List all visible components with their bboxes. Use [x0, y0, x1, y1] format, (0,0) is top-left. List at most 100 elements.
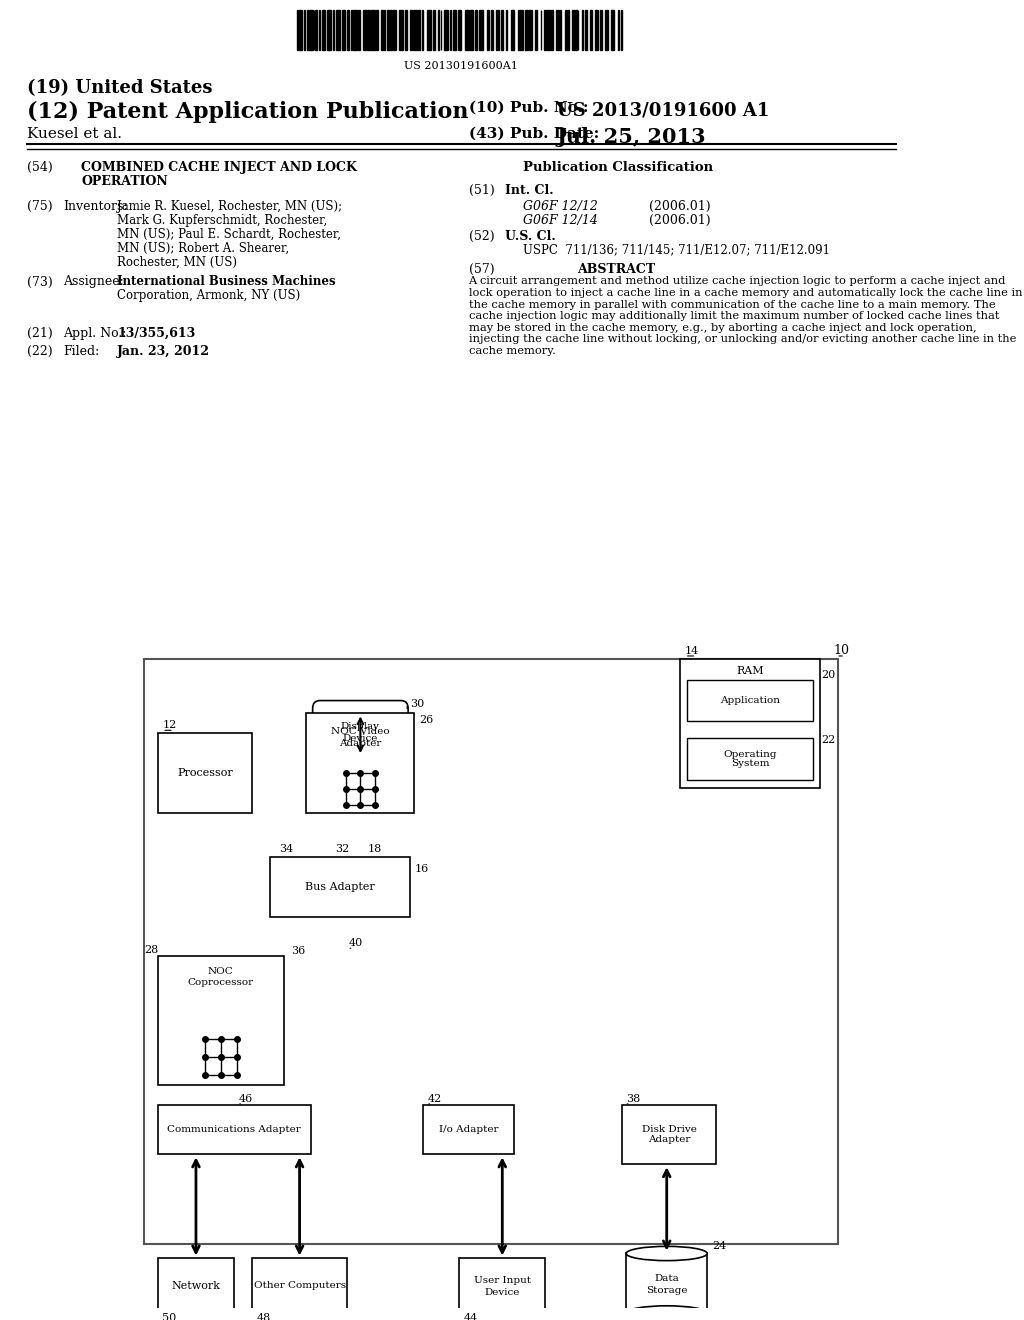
Bar [418, 11, 420, 50]
Bar [595, 11, 598, 50]
Text: 30: 30 [410, 698, 424, 709]
Bar [322, 11, 326, 50]
Bar [566, 11, 569, 50]
Text: (57): (57) [469, 263, 495, 276]
FancyBboxPatch shape [424, 1105, 514, 1155]
Text: RAM: RAM [736, 665, 764, 676]
Bar [547, 11, 550, 50]
Bar [427, 11, 431, 50]
Text: Assignee:: Assignee: [63, 276, 124, 289]
Bar [518, 11, 521, 50]
Text: Publication Classification: Publication Classification [522, 161, 713, 173]
Bar [544, 11, 546, 50]
Text: Corporation, Armonk, NY (US): Corporation, Armonk, NY (US) [117, 289, 300, 302]
Bar [367, 11, 371, 50]
Text: (2006.01): (2006.01) [648, 201, 711, 213]
Text: 12: 12 [162, 721, 176, 730]
Bar [559, 11, 561, 50]
Text: US 2013/0191600 A1: US 2013/0191600 A1 [557, 102, 769, 119]
Bar [399, 11, 402, 50]
Text: Processor: Processor [177, 768, 232, 777]
Text: Coprocessor: Coprocessor [187, 978, 254, 987]
Ellipse shape [627, 1305, 708, 1320]
Text: 32: 32 [336, 845, 350, 854]
Bar [525, 11, 528, 50]
Text: Jan. 23, 2012: Jan. 23, 2012 [117, 345, 210, 358]
Text: Adapter: Adapter [339, 739, 382, 747]
FancyBboxPatch shape [158, 956, 284, 1085]
Text: 34: 34 [280, 845, 294, 854]
Bar [465, 11, 469, 50]
Text: 20: 20 [821, 669, 836, 680]
FancyBboxPatch shape [270, 857, 410, 916]
Text: Communications Adapter: Communications Adapter [167, 1125, 301, 1134]
Bar [590, 11, 592, 50]
FancyBboxPatch shape [158, 1105, 311, 1155]
Text: (21): (21) [27, 327, 53, 341]
Bar [511, 11, 514, 50]
Bar [627, 1254, 708, 1313]
Bar [604, 11, 608, 50]
Bar [376, 11, 379, 50]
Bar [327, 11, 331, 50]
Text: (51): (51) [469, 185, 495, 197]
FancyBboxPatch shape [306, 713, 415, 813]
Bar [470, 11, 473, 50]
Text: User Input: User Input [474, 1276, 530, 1286]
Text: US 20130191600A1: US 20130191600A1 [404, 62, 518, 71]
Bar [372, 11, 375, 50]
Text: 14: 14 [685, 645, 699, 656]
Bar [572, 11, 573, 50]
FancyBboxPatch shape [687, 680, 813, 721]
Bar [357, 11, 360, 50]
Bar [444, 11, 447, 50]
Bar [585, 11, 587, 50]
Text: (19) United States: (19) United States [27, 79, 213, 98]
FancyBboxPatch shape [158, 1258, 234, 1313]
Bar [315, 11, 317, 50]
Text: Appl. No.:: Appl. No.: [63, 327, 126, 341]
Bar [393, 11, 396, 50]
Text: 46: 46 [239, 1094, 253, 1104]
Bar [454, 11, 456, 50]
FancyBboxPatch shape [680, 659, 820, 788]
Bar [299, 11, 302, 50]
Text: 10: 10 [834, 644, 849, 657]
Ellipse shape [627, 1246, 708, 1261]
Bar [336, 11, 340, 50]
Text: (73): (73) [27, 276, 53, 289]
Bar [551, 11, 553, 50]
Text: 16: 16 [415, 865, 429, 874]
Text: Jul. 25, 2013: Jul. 25, 2013 [557, 127, 707, 147]
Bar [574, 11, 577, 50]
Bar [309, 11, 312, 50]
Bar [390, 11, 392, 50]
Bar [611, 11, 614, 50]
Text: Bus Adapter: Bus Adapter [305, 882, 375, 892]
Bar [458, 11, 461, 50]
Text: 28: 28 [144, 945, 159, 956]
Bar [492, 11, 493, 50]
Text: (75): (75) [27, 201, 52, 213]
Text: OPERATION: OPERATION [81, 176, 168, 189]
Text: 48: 48 [257, 1313, 271, 1320]
Bar [381, 11, 383, 50]
Bar [528, 11, 531, 50]
Text: COMBINED CACHE INJECT AND LOCK: COMBINED CACHE INJECT AND LOCK [81, 161, 357, 173]
Text: Network: Network [171, 1280, 220, 1291]
Text: USPC  711/136; 711/145; 711/E12.07; 711/E12.091: USPC 711/136; 711/145; 711/E12.07; 711/E… [522, 244, 829, 257]
Bar [386, 11, 389, 50]
Text: Display: Display [341, 722, 380, 731]
Text: G06F 12/12: G06F 12/12 [522, 201, 597, 213]
Text: 22: 22 [821, 735, 836, 746]
FancyBboxPatch shape [312, 701, 409, 766]
Text: Rochester, MN (US): Rochester, MN (US) [117, 256, 238, 269]
Text: MN (US); Paul E. Schardt, Rochester,: MN (US); Paul E. Schardt, Rochester, [117, 228, 341, 242]
Text: Mark G. Kupferschmidt, Rochester,: Mark G. Kupferschmidt, Rochester, [117, 214, 328, 227]
Bar [347, 11, 349, 50]
Bar [486, 11, 489, 50]
Text: (12) Patent Application Publication: (12) Patent Application Publication [27, 102, 469, 123]
Text: Other Computers: Other Computers [254, 1282, 346, 1290]
Text: 40: 40 [349, 939, 364, 948]
Text: 13/355,613: 13/355,613 [117, 327, 196, 341]
